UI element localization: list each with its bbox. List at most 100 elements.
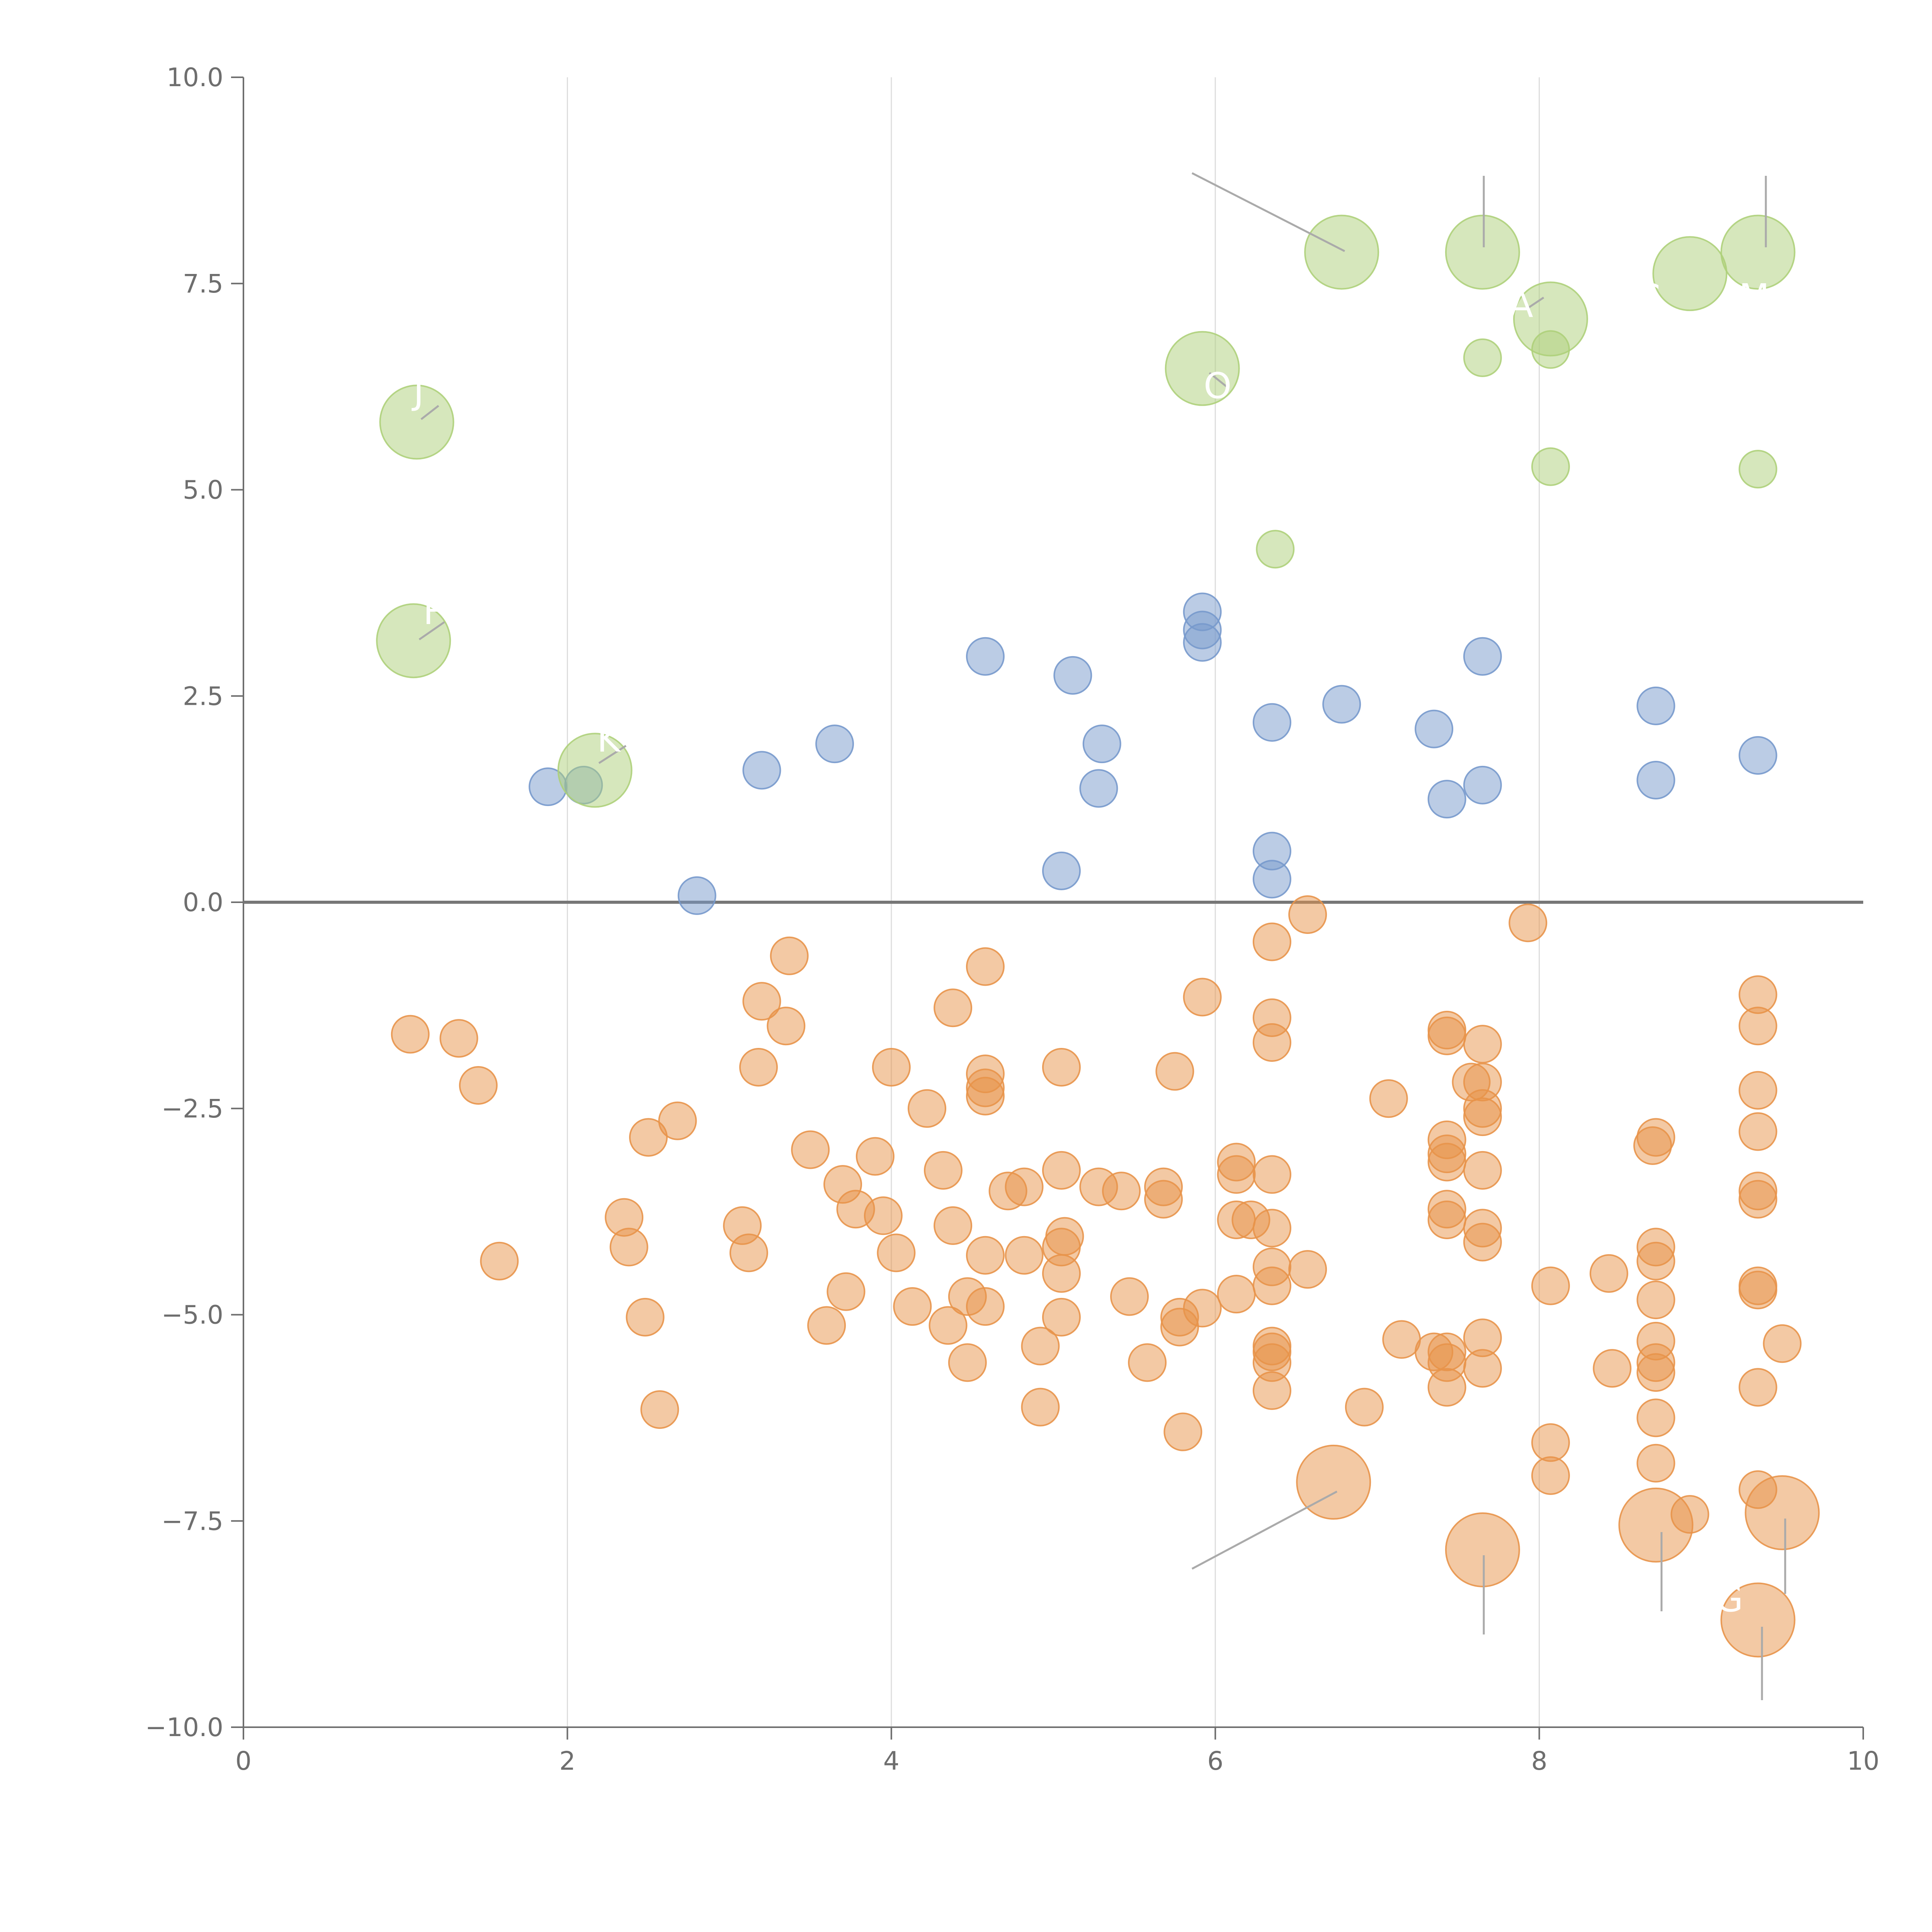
annotation-label: J <box>412 371 424 412</box>
scatter-point-orange <box>872 1048 911 1087</box>
scatter-point-orange <box>1252 1266 1291 1305</box>
scatter-point-orange <box>1636 1444 1675 1483</box>
scatter-point-blue <box>1636 761 1675 800</box>
highlight-point <box>1652 236 1728 311</box>
annotation-leader <box>1191 172 1345 252</box>
annotation-leader <box>418 621 445 641</box>
scatter-point-blue <box>1252 703 1291 742</box>
x-tick-label: 0 <box>235 1746 252 1776</box>
scatter-point-orange <box>1463 1223 1502 1262</box>
scatter-point-blue <box>1738 736 1777 775</box>
x-tick-label: 6 <box>1207 1746 1223 1776</box>
y-tick-label: 5.0 <box>183 475 223 505</box>
highlight-point <box>1304 214 1379 290</box>
highlight-point <box>1165 331 1240 406</box>
scatter-point-orange <box>629 1118 668 1157</box>
scatter-point-blue <box>1053 656 1092 695</box>
scatter-point-orange <box>1252 1155 1291 1194</box>
annotation-leaders <box>418 172 1786 1700</box>
scatter-point-orange <box>1110 1277 1149 1316</box>
scatter-point-orange <box>1288 1250 1327 1289</box>
y-tick-label: −7.5 <box>162 1506 223 1536</box>
scatter-point-orange <box>877 1233 916 1272</box>
x-tick-label: 4 <box>883 1746 900 1776</box>
scatter-point-blue <box>1079 769 1118 808</box>
scatter-point-orange <box>934 988 973 1027</box>
y-tick-label: 10.0 <box>167 63 223 92</box>
scatter-point-orange <box>908 1089 947 1128</box>
scatter-point-orange <box>480 1242 519 1281</box>
scatter-point-orange <box>1593 1349 1632 1388</box>
x-tick-label: 8 <box>1531 1746 1548 1776</box>
annotation-labels: J F K O A G M G <box>412 276 1769 1620</box>
scatter-point-orange <box>893 1287 932 1326</box>
scatter-point-blue <box>742 751 781 790</box>
scatter-point-orange <box>1531 1266 1570 1305</box>
scatter-point-orange <box>1345 1388 1384 1427</box>
scatter-point-green <box>1463 338 1502 377</box>
scatter-point-orange <box>948 1343 987 1382</box>
annotation-label: F <box>423 591 444 633</box>
scatter-point-orange <box>1252 1023 1291 1062</box>
scatter-point-orange <box>1369 1079 1408 1118</box>
scatter-point-orange <box>1183 978 1222 1017</box>
scatter-point-orange <box>1463 1097 1502 1136</box>
scatter-point-blue <box>1463 637 1502 676</box>
annotation-label: M <box>1739 276 1769 318</box>
scatter-point-orange <box>934 1206 973 1245</box>
highlight-point <box>376 603 451 679</box>
scatter-point-blue <box>1415 709 1454 748</box>
scatter-point-orange <box>1217 1275 1256 1314</box>
annotation-label: G <box>1716 1578 1743 1620</box>
scatter-point-orange <box>1738 1007 1777 1046</box>
scatter-point-orange <box>966 1236 1005 1275</box>
scatter-point-orange <box>1427 1200 1466 1239</box>
scatter-point-orange <box>1128 1343 1167 1382</box>
scatter-point-orange <box>658 1101 697 1140</box>
scatter-point-orange <box>439 1019 478 1058</box>
scatter-point-blue <box>1042 851 1081 890</box>
scatter-point-orange <box>966 1287 1005 1326</box>
scatter-point-orange <box>1463 1025 1502 1064</box>
scatter-point-orange <box>1163 1412 1202 1451</box>
scatter-point-orange <box>1463 1151 1502 1190</box>
annotation-leader <box>420 405 439 420</box>
scatter-point-orange <box>864 1196 903 1235</box>
annotation-leader <box>1191 1490 1338 1570</box>
scatter-point-orange <box>767 1007 806 1046</box>
scatter-point-orange <box>1021 1388 1060 1427</box>
scatter-point-orange <box>1636 1281 1675 1320</box>
scatter-point-orange <box>1042 1254 1081 1293</box>
annotation-leader <box>1209 372 1230 389</box>
scatter-point-orange <box>1738 1071 1777 1110</box>
scatter-point-orange <box>1021 1327 1060 1366</box>
highlight-point <box>1513 281 1588 357</box>
y-tick-label: 2.5 <box>183 681 223 711</box>
scatter-point-orange <box>609 1228 648 1267</box>
scatter-point-orange <box>791 1130 830 1169</box>
scatter-point-orange <box>1183 1289 1222 1328</box>
scatter-point-orange <box>1005 1167 1044 1206</box>
x-tick-label: 2 <box>559 1746 575 1776</box>
scatter-point-orange <box>827 1272 866 1311</box>
scatter-point-blue <box>1252 860 1291 899</box>
scatter-point-orange <box>929 1306 968 1345</box>
scatter-point-orange <box>1463 1349 1502 1388</box>
scatter-point-orange <box>1144 1180 1183 1219</box>
scatter-point-orange <box>459 1066 498 1105</box>
highlight-point <box>1720 1582 1796 1658</box>
scatter-point-orange <box>1045 1217 1084 1256</box>
x-tick-label: 10 <box>1847 1746 1879 1776</box>
annotation-label: K <box>597 719 621 760</box>
scatter-point-orange <box>1531 1456 1570 1495</box>
y-tick-label: 0.0 <box>183 888 223 917</box>
scatter-point-orange <box>739 1048 778 1087</box>
scatter-point-orange <box>1636 1118 1675 1157</box>
scatter-point-orange <box>1738 1180 1777 1219</box>
scatter-point-orange <box>729 1233 768 1272</box>
scatter-point-blue <box>1427 780 1466 819</box>
annotation-leader <box>1526 296 1544 310</box>
highlight-point <box>1618 1487 1694 1563</box>
y-tick-label: 7.5 <box>183 269 223 299</box>
scatter-point-orange <box>1042 1048 1081 1087</box>
